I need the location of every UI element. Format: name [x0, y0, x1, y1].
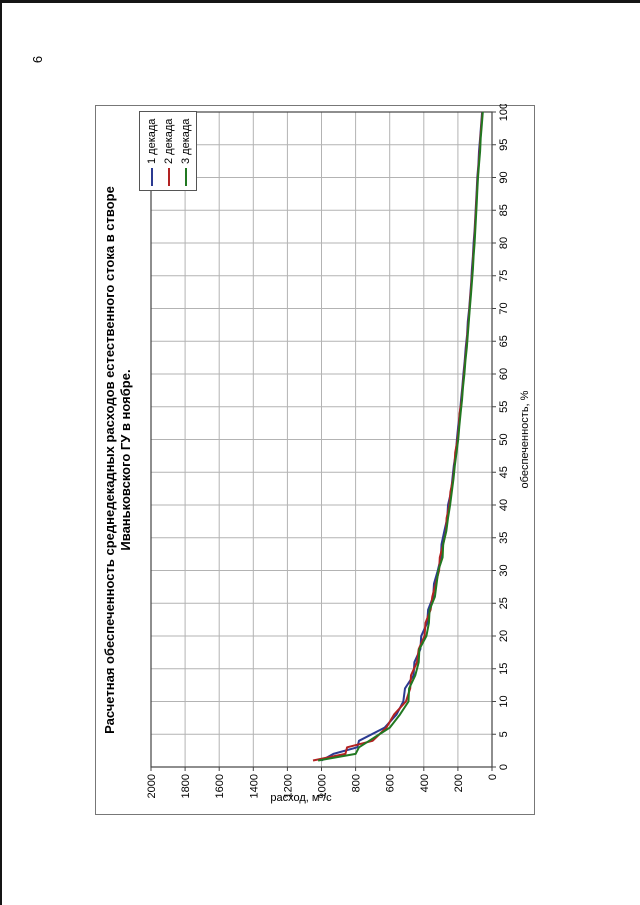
legend-label: 1 декада	[145, 118, 158, 164]
x-tick-label: 0	[498, 764, 510, 770]
x-tick-label: 40	[498, 499, 510, 511]
x-tick-label: 80	[498, 237, 510, 249]
series-line-2	[312, 111, 484, 762]
plot-svg: 0 5 10 15 20 25 30 35 40 45 50 55 60 65 70 75 80 85 90 95 10…	[146, 104, 531, 804]
x-tick-label: 50	[498, 433, 510, 445]
page-number: 6	[30, 55, 46, 64]
legend: 1 декада 2 декада 3 декада	[139, 111, 197, 191]
y-tick-label: 800	[351, 774, 363, 792]
rotated-chart-wrapper: Расчетная обеспеченность среднедекадных …	[95, 104, 535, 815]
y-tick-label: 1000	[317, 774, 329, 798]
x-tick-label: 90	[498, 171, 510, 183]
y-tick-label: 600	[385, 774, 397, 792]
x-tick-label: 55	[498, 401, 510, 413]
legend-item: 1 декада	[143, 116, 160, 186]
x-tick-label: 60	[498, 368, 510, 380]
x-axis-title: обеспеченность, %	[519, 390, 531, 488]
legend-item: 2 декада	[160, 116, 177, 186]
y-tick-label: 200	[453, 774, 465, 792]
legend-line-swatch-2	[167, 168, 170, 186]
x-tick-label: 45	[498, 466, 510, 478]
y-axis-title: расход, м³/с	[270, 792, 332, 804]
y-tick-label: 0	[487, 774, 499, 780]
legend-label: 2 декада	[162, 118, 175, 164]
scan-edge-left	[0, 0, 2, 905]
x-tick-label: 75	[498, 270, 510, 282]
y-tick-label: 1400	[248, 774, 260, 798]
legend-item: 3 декада	[177, 116, 194, 186]
x-tick-label: 15	[498, 663, 510, 675]
x-tick-label: 70	[498, 302, 510, 314]
y-tick-label: 400	[419, 774, 431, 792]
x-tick-label: 10	[498, 695, 510, 707]
y-tick-label: 1600	[214, 774, 226, 798]
legend-line-swatch-3	[184, 168, 187, 186]
legend-line-swatch-1	[150, 168, 153, 186]
scan-edge-top	[0, 0, 640, 3]
x-tick-label: 30	[498, 564, 510, 576]
series-line-3	[317, 111, 484, 762]
x-tick-label: 85	[498, 204, 510, 216]
x-tick-label: 100	[498, 104, 510, 121]
x-tick-label: 5	[498, 731, 510, 737]
x-tick-label: 65	[498, 335, 510, 347]
legend-label: 3 декада	[179, 118, 192, 164]
x-tick-label: 20	[498, 630, 510, 642]
y-tick-label: 1200	[282, 774, 294, 798]
x-tick-label: 35	[498, 532, 510, 544]
x-tick-label: 25	[498, 597, 510, 609]
y-tick-label: 2000	[146, 774, 158, 798]
x-tick-label: 95	[498, 139, 510, 151]
chart: Расчетная обеспеченность среднедекадных …	[95, 104, 535, 815]
y-tick-label: 1800	[180, 774, 192, 798]
